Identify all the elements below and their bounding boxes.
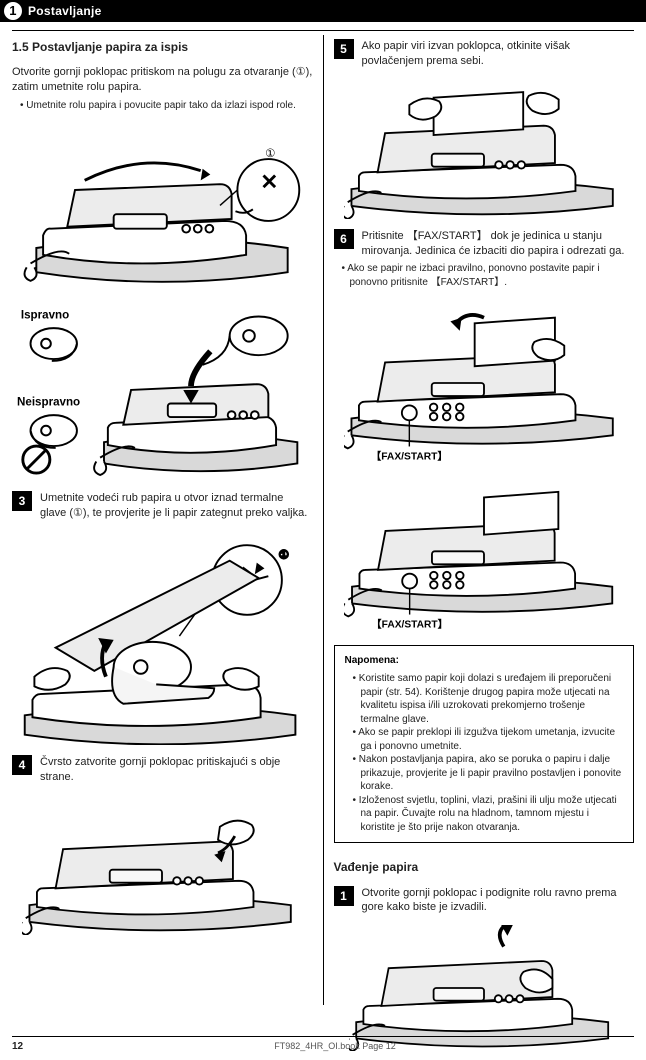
step-6-sub: Ako se papir ne izbaci pravilno, ponovno… (342, 262, 635, 289)
label-correct: Ispravno (21, 309, 69, 322)
fax-insert-roll-icon (94, 317, 297, 476)
step-6-text: Pritisnite 【FAX/START】 dok je jedinica u… (362, 229, 635, 259)
remove-paper-title: Vađenje papira (334, 859, 635, 875)
fax-start-label-1: 【FAX/START】 (371, 450, 448, 463)
note-line-3: Nakon postavljanja papira, ako se poruka… (353, 753, 624, 794)
fax-remove-paper-icon (349, 925, 608, 1051)
step-6-num: 6 (334, 229, 354, 249)
section-title: 1.5 Postavljanje papira za ispis (12, 39, 313, 55)
left-column: 1.5 Postavljanje papira za ispis Otvorit… (12, 35, 323, 1005)
step-1-sub: Umetnite rolu papira i povucite papir ta… (20, 99, 313, 113)
fax-close-cover-icon (22, 820, 291, 934)
remove-step-num: 1 (334, 886, 354, 906)
page-footer: 12 FT982_4HR_OI.book Page 12 (12, 1036, 634, 1052)
note-line-2: Ako se papir preklopi ili izgužva tijeko… (353, 726, 624, 753)
fax-press-start-icon (344, 315, 613, 448)
note-box: Napomena: Koristite samo papir koji dola… (334, 645, 635, 843)
step-4-num: 4 (12, 755, 32, 775)
figure-remove-paper (334, 925, 635, 1051)
step-5-num: 5 (334, 39, 354, 59)
figure-roll-orientation: Ispravno Neispravno (12, 297, 313, 481)
svg-text:①: ① (279, 549, 289, 562)
label-incorrect: Neispravno (17, 396, 80, 409)
step-4-block: 4 Čvrsto zatvorite gornji poklopac priti… (12, 755, 313, 785)
figure-feed-paper: ① (12, 531, 313, 745)
figure-tear-paper (334, 79, 635, 219)
figure-close-cover (12, 795, 313, 935)
step-5-text: Ako papir viri izvan poklopca, otkinite … (362, 39, 635, 69)
fax-press-start-2-icon (344, 492, 612, 617)
page: 1 Postavljanje 1.5 Postavljanje papira z… (0, 0, 646, 1060)
note-line-4: Izloženost svjetlu, toplini, vlazi, praš… (353, 794, 624, 835)
chapter-title: Postavljanje (28, 4, 102, 18)
top-rule (12, 30, 634, 31)
right-column: 5 Ako papir viri izvan poklopca, otkinit… (323, 35, 635, 1005)
step-1-block: Otvorite gornji poklopac pritiskom na po… (12, 65, 313, 112)
step-6-block: 6 Pritisnite 【FAX/START】 dok je jedinica… (334, 229, 635, 290)
figure-open-cover: ① (12, 122, 313, 287)
callout-1-label: ① (265, 148, 275, 161)
chapter-bar: 1 Postavljanje (0, 0, 646, 22)
footer-filename: FT982_4HR_OI.book Page 12 (36, 1041, 634, 1052)
step-1-text: Otvorite gornji poklopac pritiskom na po… (12, 65, 313, 95)
step-3-block: 3 Umetnite vodeći rub papira u otvor izn… (12, 491, 313, 521)
remove-step-text: Otvorite gornji poklopac i podignite rol… (362, 886, 635, 916)
step-5-block: 5 Ako papir viri izvan poklopca, otkinit… (334, 39, 635, 69)
remove-step-block: 1 Otvorite gornji poklopac i podignite r… (334, 886, 635, 916)
chapter-number: 1 (4, 2, 22, 20)
fax-feed-paper-icon: ① (25, 545, 296, 744)
columns: 1.5 Postavljanje papira za ispis Otvorit… (12, 35, 634, 1005)
step-3-text: Umetnite vodeći rub papira u otvor iznad… (40, 491, 313, 521)
figure-press-start-2: 【FAX/START】 (334, 477, 635, 635)
step-4-text: Čvrsto zatvorite gornji poklopac pritisk… (40, 755, 313, 785)
fax-open-cover-icon (25, 159, 300, 282)
page-number: 12 (12, 1041, 36, 1052)
fax-tear-paper-icon (344, 92, 613, 219)
fax-start-label-2: 【FAX/START】 (371, 618, 447, 631)
note-title: Napomena: (345, 654, 624, 668)
note-line-1: Koristite samo papir koji dolazi s uređa… (353, 672, 624, 726)
figure-press-start-1: 【FAX/START】 (334, 299, 635, 467)
step-3-num: 3 (12, 491, 32, 511)
